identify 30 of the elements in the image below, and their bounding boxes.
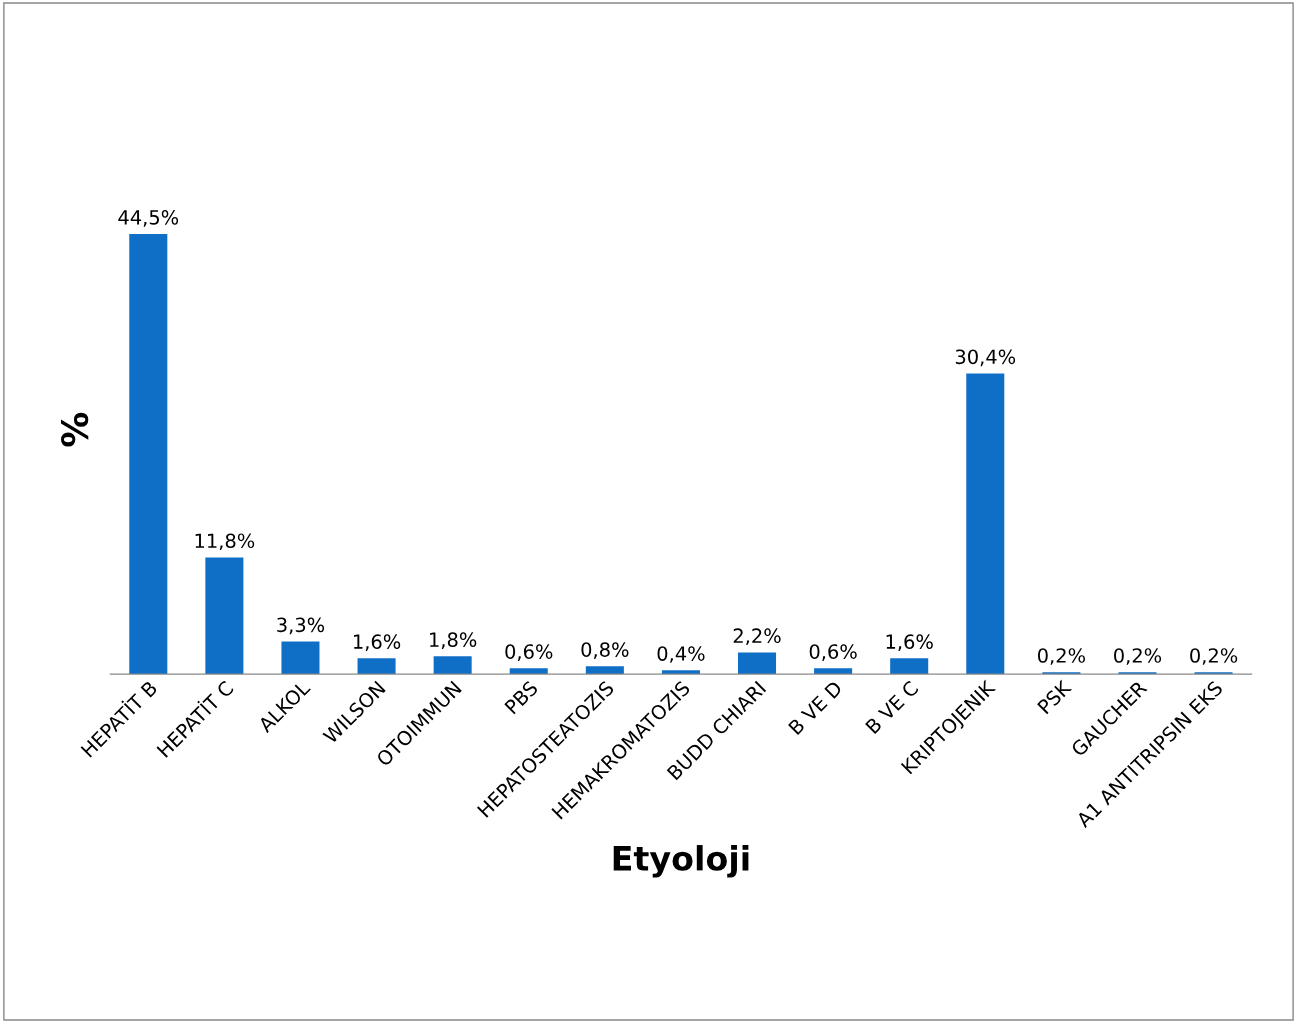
bar [890, 658, 929, 675]
bar [281, 641, 320, 675]
data-label: 0,2% [1190, 648, 1238, 665]
bar [661, 670, 700, 675]
data-label: 0,6% [505, 644, 553, 661]
data-label: 11,8% [195, 533, 255, 551]
x-tick-label: B VE D [788, 680, 843, 735]
bar [205, 557, 244, 675]
bar [814, 668, 853, 675]
data-label: 0,6% [809, 644, 857, 661]
data-label: 0,8% [581, 642, 629, 659]
data-label: 44,5% [118, 209, 179, 227]
data-label: 1,6% [886, 634, 933, 651]
data-label: 30,4% [955, 349, 1016, 367]
data-label: 1,8% [430, 632, 477, 650]
x-axis-title: Etyoloji [613, 845, 749, 878]
bar [509, 668, 548, 675]
data-label: 0,4% [657, 646, 705, 663]
bar [357, 658, 396, 675]
bar [737, 652, 777, 675]
data-label: 3,3% [277, 617, 325, 635]
bar [129, 234, 168, 675]
bar [433, 656, 472, 675]
data-label: 0,2% [1114, 648, 1162, 665]
data-label: 0,2% [1037, 648, 1086, 665]
y-axis-title: % [60, 412, 89, 447]
data-label: 2,2% [733, 628, 781, 646]
bar [585, 666, 624, 675]
data-label: 1,6% [354, 634, 401, 651]
bar [966, 373, 1005, 675]
